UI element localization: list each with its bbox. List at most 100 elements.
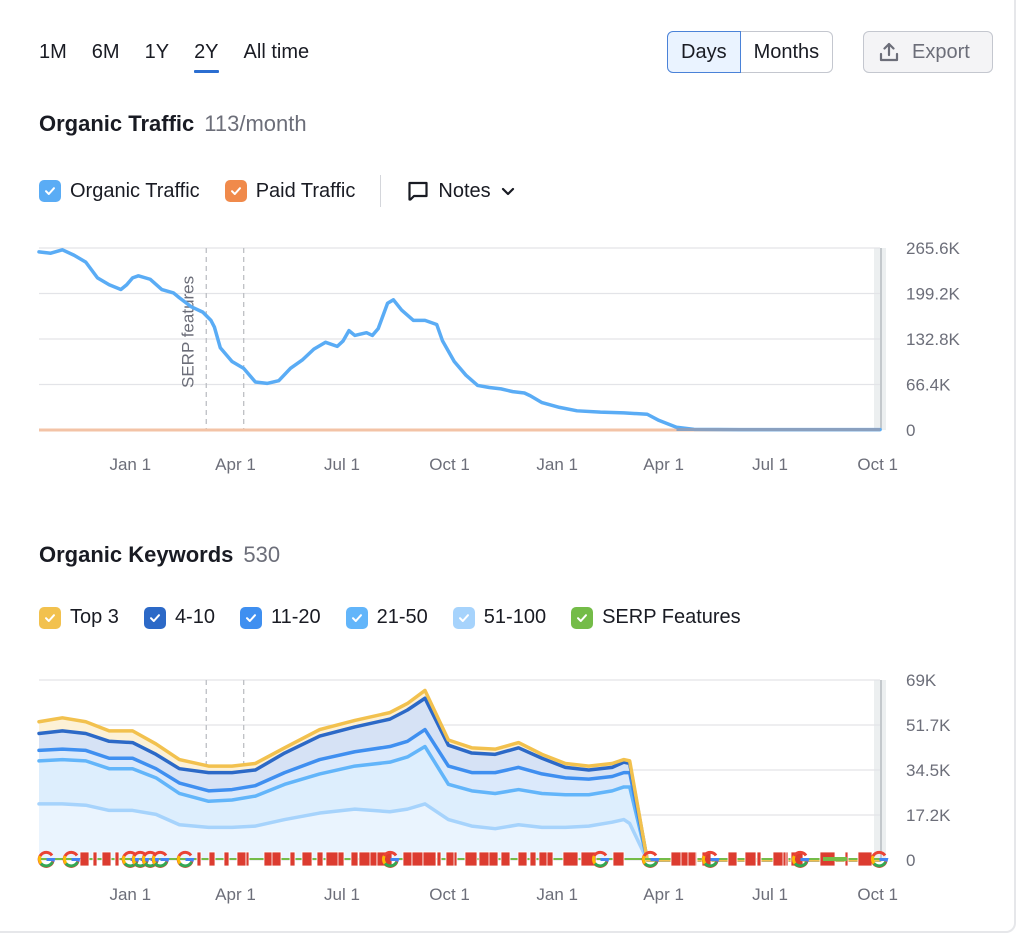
checkbox-icon[interactable] <box>239 606 262 629</box>
organic-traffic-line <box>37 248 882 432</box>
x-tick-label: Jul 1 <box>324 455 360 474</box>
serp-green-segment <box>823 857 847 861</box>
checkbox-icon[interactable] <box>345 606 368 629</box>
legend-organic-traffic[interactable]: Organic Traffic <box>39 180 200 203</box>
google-arc-green <box>178 861 193 868</box>
x-tick-label: Apr 1 <box>215 885 256 904</box>
serp-flag-marker <box>350 851 359 867</box>
legend-item-21-50[interactable]: 21-50 <box>345 606 428 629</box>
period-tab-all-time[interactable]: All time <box>243 41 310 63</box>
serp-flag-marker <box>464 851 478 867</box>
google-arc-green <box>39 861 54 868</box>
traffic-subtitle: 113/month <box>204 111 307 136</box>
traffic-legend: Organic Traffic Paid Traffic Notes <box>39 175 525 207</box>
legend-item-serp-features[interactable]: SERP Features <box>571 606 741 629</box>
x-tick-label: Jan 1 <box>536 885 578 904</box>
days-toggle-button[interactable]: Days <box>667 31 741 73</box>
serp-flag-marker <box>546 851 554 867</box>
organic-keywords-chart[interactable]: 0 17.2K 34.5K 51.7K 69K Jan 1 Apr 1 Jul 1 Oct 1 J… <box>0 660 1024 910</box>
google-arc-green <box>703 861 718 868</box>
serp-flag-marker <box>402 851 413 867</box>
x-tick-label: Oct 1 <box>429 455 470 474</box>
google-icon <box>791 850 810 868</box>
area-band-21-50 <box>39 746 880 860</box>
serp-flag-marker <box>488 851 499 867</box>
legend-item-4-10[interactable]: 4-10 <box>143 606 215 629</box>
google-arc-green <box>643 861 658 868</box>
google-arc-green <box>153 861 168 868</box>
serp-flag-marker <box>857 851 873 867</box>
traffic-section-title: Organic Traffic 113/month <box>39 111 307 137</box>
y-tick-label: 265.6K <box>906 239 961 258</box>
x-tick-label: Jul 1 <box>324 885 360 904</box>
serp-flag-marker <box>236 851 247 867</box>
series-line-4-10 <box>37 696 882 862</box>
area-band-51-100 <box>39 803 880 860</box>
annotation-label: SERP features <box>178 276 197 388</box>
google-bar-blue <box>71 858 81 862</box>
legend-label: Paid Traffic <box>255 179 356 202</box>
google-arc-green <box>593 861 608 868</box>
x-tick-label: Apr 1 <box>643 455 684 474</box>
checkbox-icon[interactable] <box>39 180 61 202</box>
keywords-section-title: Organic Keywords 530 <box>39 542 280 568</box>
area-band-4-10 <box>39 698 880 860</box>
google-arc-yellow <box>132 855 137 865</box>
legend-label: Top 3 <box>70 606 119 628</box>
legend-paid-traffic[interactable]: Paid Traffic <box>224 179 356 203</box>
notes-label: Notes <box>438 179 491 202</box>
legend-item-51-100[interactable]: 51-100 <box>452 606 547 629</box>
period-tab-1y[interactable]: 1Y <box>144 41 170 63</box>
months-toggle-button[interactable]: Months <box>740 31 834 73</box>
checkbox-icon[interactable] <box>452 606 475 629</box>
checkbox-icon[interactable] <box>224 180 247 202</box>
notes-dropdown[interactable]: Notes <box>406 179 524 203</box>
serp-flag-marker <box>453 851 458 867</box>
google-arc-yellow <box>592 855 597 865</box>
google-arc-green <box>872 861 887 868</box>
period-tab-2y[interactable]: 2Y <box>194 38 220 74</box>
organic-traffic-chart[interactable]: 0 66.4K 132.8K 199.2K 265.6K Jan 1 Apr 1 Jul 1 O… <box>0 230 1024 480</box>
granularity-toggle: Days Months <box>667 31 834 73</box>
checkbox-icon[interactable] <box>143 606 166 629</box>
checkbox-icon[interactable] <box>39 606 61 629</box>
y-tick-label: 66.4K <box>906 376 951 395</box>
serp-flag-marker <box>114 851 120 867</box>
google-arc-yellow <box>382 855 387 865</box>
x-tick-label: Oct 1 <box>857 885 898 904</box>
legend-item-11-20[interactable]: 11-20 <box>239 606 321 629</box>
serp-flag-marker <box>612 851 625 867</box>
keywords-title: Organic Keywords <box>39 542 234 567</box>
keywords-legend: Top 3 4-10 11-20 21-50 51-100 SERP Features <box>39 606 766 629</box>
x-tick-label: Jan 1 <box>109 455 151 474</box>
legend-label: 51-100 <box>483 606 547 628</box>
y-tick-label: 69K <box>906 671 937 690</box>
x-tick-label: Jan 1 <box>536 455 578 474</box>
period-tab-6m[interactable]: 6M <box>91 41 120 63</box>
x-tick-label: Apr 1 <box>215 455 256 474</box>
serp-flag-marker <box>756 851 762 867</box>
serp-flag-marker <box>79 851 90 867</box>
legend-divider <box>380 175 382 207</box>
x-tick-label: Oct 1 <box>857 455 898 474</box>
x-tick-label: Oct 1 <box>429 885 470 904</box>
serp-flag-marker <box>271 851 282 867</box>
legend-label: 21-50 <box>376 606 428 628</box>
serp-flag-marker <box>92 851 98 867</box>
y-tick-label: 17.2K <box>906 806 951 825</box>
google-arc-yellow <box>152 855 157 865</box>
series-line-11-20 <box>37 727 882 862</box>
period-tab-1m[interactable]: 1M <box>39 41 67 63</box>
legend-item-top-3[interactable]: Top 3 <box>39 606 119 629</box>
google-icon <box>701 850 720 868</box>
legend-label: Organic Traffic <box>70 179 200 202</box>
serp-flag-marker <box>101 851 112 867</box>
checkbox-icon[interactable] <box>571 606 594 629</box>
serp-flag-marker <box>369 851 378 867</box>
google-icon <box>151 850 170 868</box>
google-icon <box>381 850 400 868</box>
serp-flag-marker <box>411 851 424 867</box>
export-button[interactable]: Export <box>863 31 993 73</box>
y-tick-label: 0 <box>906 421 915 440</box>
